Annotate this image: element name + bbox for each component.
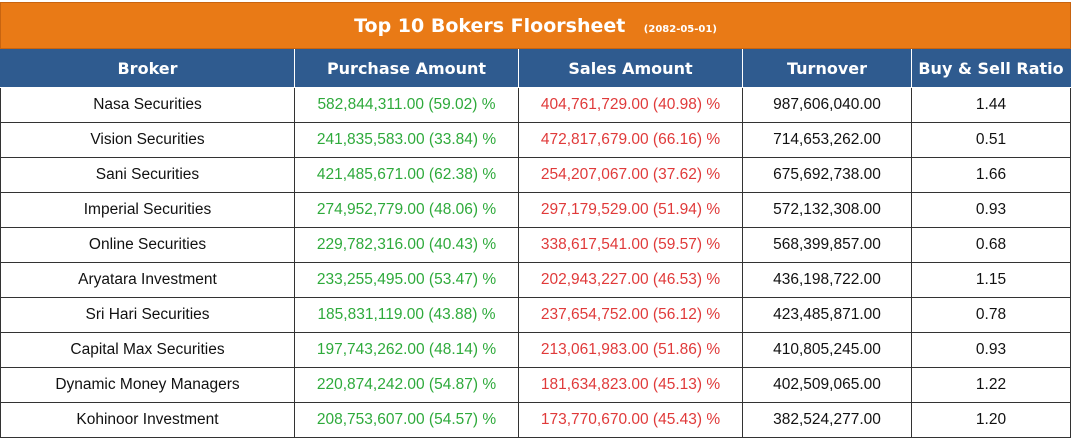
turnover-cell: 568,399,857.00	[742, 227, 912, 263]
ratio-cell: 0.78	[911, 297, 1071, 333]
table-row: Aryatara Investment 233,255,495.00 (53.4…	[0, 262, 1071, 298]
purchase-amount-cell: 208,753,607.00 (54.57) %	[294, 402, 519, 438]
table-row: Kohinoor Investment 208,753,607.00 (54.5…	[0, 402, 1071, 438]
table-row: Capital Max Securities 197,743,262.00 (4…	[0, 332, 1071, 368]
column-header-row: Broker Purchase Amount Sales Amount Turn…	[0, 48, 1071, 88]
table-row: Online Securities 229,782,316.00 (40.43)…	[0, 227, 1071, 263]
purchase-amount-cell: 185,831,119.00 (43.88) %	[294, 297, 519, 333]
table-row: Nasa Securities 582,844,311.00 (59.02) %…	[0, 87, 1071, 123]
broker-cell: Imperial Securities	[0, 192, 295, 228]
purchase-amount-cell: 233,255,495.00 (53.47) %	[294, 262, 519, 298]
ratio-cell: 1.22	[911, 367, 1071, 403]
purchase-amount-cell: 421,485,671.00 (62.38) %	[294, 157, 519, 193]
broker-cell: Online Securities	[0, 227, 295, 263]
purchase-amount-cell: 220,874,242.00 (54.87) %	[294, 367, 519, 403]
turnover-cell: 714,653,262.00	[742, 122, 912, 158]
turnover-cell: 436,198,722.00	[742, 262, 912, 298]
turnover-cell: 410,805,245.00	[742, 332, 912, 368]
turnover-cell: 402,509,065.00	[742, 367, 912, 403]
sales-amount-cell: 202,943,227.00 (46.53) %	[518, 262, 743, 298]
table-row: Dynamic Money Managers 220,874,242.00 (5…	[0, 367, 1071, 403]
broker-cell: Sri Hari Securities	[0, 297, 295, 333]
column-header-broker: Broker	[0, 48, 295, 88]
column-header-buy-sell-ratio: Buy & Sell Ratio	[911, 48, 1071, 88]
page-title: Top 10 Bokers Floorsheet	[354, 14, 626, 37]
sales-amount-cell: 472,817,679.00 (66.16) %	[518, 122, 743, 158]
title-row: Top 10 Bokers Floorsheet (2082-05-01)	[0, 2, 1071, 49]
turnover-cell: 675,692,738.00	[742, 157, 912, 193]
turnover-cell: 423,485,871.00	[742, 297, 912, 333]
ratio-cell: 1.44	[911, 87, 1071, 123]
sales-amount-cell: 338,617,541.00 (59.57) %	[518, 227, 743, 263]
ratio-cell: 0.51	[911, 122, 1071, 158]
ratio-cell: 0.93	[911, 332, 1071, 368]
title-bar: Top 10 Bokers Floorsheet (2082-05-01)	[0, 2, 1071, 49]
column-header-turnover: Turnover	[742, 48, 912, 88]
broker-cell: Dynamic Money Managers	[0, 367, 295, 403]
column-header-purchase-amount: Purchase Amount	[294, 48, 519, 88]
broker-cell: Capital Max Securities	[0, 332, 295, 368]
broker-cell: Aryatara Investment	[0, 262, 295, 298]
sales-amount-cell: 237,654,752.00 (56.12) %	[518, 297, 743, 333]
ratio-cell: 0.93	[911, 192, 1071, 228]
sales-amount-cell: 173,770,670.00 (45.43) %	[518, 402, 743, 438]
sales-amount-cell: 254,207,067.00 (37.62) %	[518, 157, 743, 193]
purchase-amount-cell: 197,743,262.00 (48.14) %	[294, 332, 519, 368]
table-row: Sani Securities 421,485,671.00 (62.38) %…	[0, 157, 1071, 193]
sales-amount-cell: 213,061,983.00 (51.86) %	[518, 332, 743, 368]
sales-amount-cell: 404,761,729.00 (40.98) %	[518, 87, 743, 123]
purchase-amount-cell: 274,952,779.00 (48.06) %	[294, 192, 519, 228]
broker-cell: Nasa Securities	[0, 87, 295, 123]
sales-amount-cell: 181,634,823.00 (45.13) %	[518, 367, 743, 403]
table-row: Imperial Securities 274,952,779.00 (48.0…	[0, 192, 1071, 228]
ratio-cell: 1.15	[911, 262, 1071, 298]
turnover-cell: 572,132,308.00	[742, 192, 912, 228]
table-row: Vision Securities 241,835,583.00 (33.84)…	[0, 122, 1071, 158]
ratio-cell: 1.66	[911, 157, 1071, 193]
sales-amount-cell: 297,179,529.00 (51.94) %	[518, 192, 743, 228]
purchase-amount-cell: 229,782,316.00 (40.43) %	[294, 227, 519, 263]
purchase-amount-cell: 241,835,583.00 (33.84) %	[294, 122, 519, 158]
turnover-cell: 382,524,277.00	[742, 402, 912, 438]
report-date: (2082-05-01)	[643, 23, 717, 35]
table-row: Sri Hari Securities 185,831,119.00 (43.8…	[0, 297, 1071, 333]
ratio-cell: 1.20	[911, 402, 1071, 438]
ratio-cell: 0.68	[911, 227, 1071, 263]
column-header-sales-amount: Sales Amount	[518, 48, 743, 88]
broker-cell: Vision Securities	[0, 122, 295, 158]
broker-cell: Sani Securities	[0, 157, 295, 193]
purchase-amount-cell: 582,844,311.00 (59.02) %	[294, 87, 519, 123]
turnover-cell: 987,606,040.00	[742, 87, 912, 123]
broker-cell: Kohinoor Investment	[0, 402, 295, 438]
